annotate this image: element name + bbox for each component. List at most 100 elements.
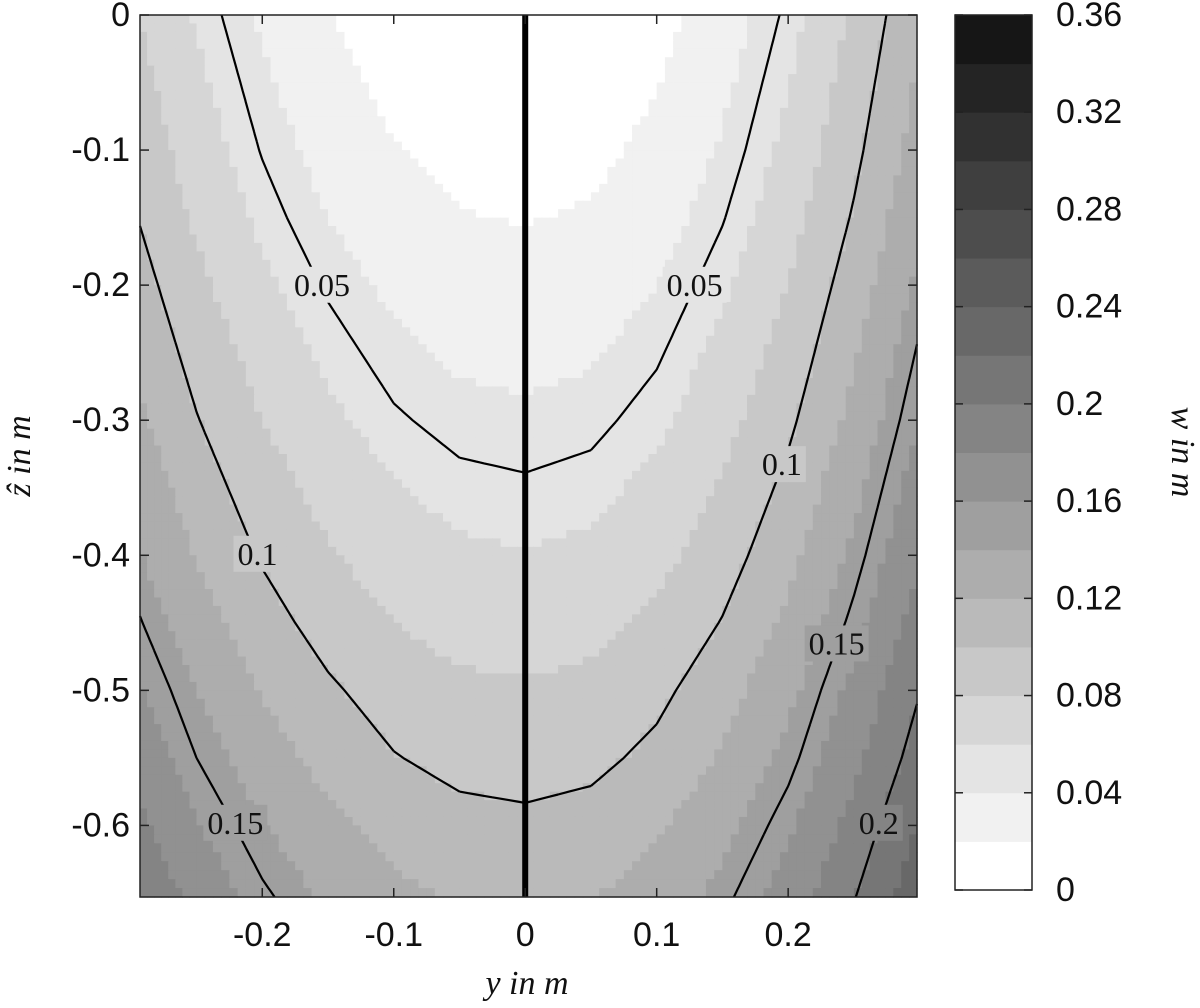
contour-fill: [182, 403, 191, 413]
contour-fill: [475, 369, 485, 379]
contour-fill: [189, 437, 198, 447]
contour-fill: [352, 479, 362, 489]
contour-fill: [418, 453, 428, 464]
contour-fill: [189, 192, 198, 202]
contour-fill: [319, 462, 329, 472]
contour-fill: [845, 124, 855, 134]
contour-fill: [154, 141, 162, 151]
contour-fill: [270, 420, 280, 430]
contour-fill: [640, 23, 650, 33]
contour-fill: [336, 327, 346, 337]
contour-fill: [853, 352, 863, 362]
contour-fill: [303, 192, 313, 202]
contour-fill: [254, 259, 263, 269]
contour-fill: [607, 192, 617, 202]
contour-fill: [245, 344, 255, 354]
contour-fill: [434, 242, 444, 252]
contour-fill: [845, 344, 855, 354]
contour-fill: [393, 310, 403, 320]
contour-fill: [812, 386, 822, 396]
contour-fill: [426, 437, 436, 447]
contour-fill: [140, 150, 148, 160]
contour-fill: [640, 141, 650, 151]
contour-fill: [909, 74, 918, 84]
contour-fill: [599, 141, 608, 151]
contour-fill: [812, 183, 822, 193]
contour-fill: [459, 57, 469, 67]
contour-fill: [204, 31, 214, 41]
contour-fill: [154, 276, 162, 286]
contour-fill: [508, 57, 518, 67]
contour-fill: [714, 90, 724, 101]
contour-fill: [804, 116, 814, 126]
contour-fill: [845, 386, 855, 396]
contour-fill: [401, 141, 411, 151]
contour-fill: [393, 470, 403, 480]
contour-fill: [516, 99, 526, 109]
contour-fill: [369, 285, 378, 295]
contour-fill: [788, 285, 797, 295]
contour-fill: [837, 377, 847, 388]
contour-fill: [697, 107, 707, 117]
contour-fill: [714, 65, 724, 75]
contour-fill: [175, 234, 183, 244]
contour-fill: [607, 310, 617, 320]
contour-fill: [443, 479, 452, 489]
contour-fill: [821, 175, 830, 185]
contour-fill: [590, 175, 600, 185]
contour-fill: [295, 183, 304, 193]
contour-fill: [640, 276, 650, 286]
contour-fill: [869, 15, 879, 25]
contour-fill: [360, 192, 370, 202]
contour-fill: [451, 57, 461, 67]
contour-fill: [369, 470, 378, 480]
contour-fill: [533, 394, 543, 404]
contour-fill: [319, 242, 329, 252]
contour-fill: [673, 57, 682, 67]
contour-fill: [393, 217, 403, 227]
contour-fill: [901, 82, 910, 92]
contour-fill: [245, 302, 255, 312]
contour-fill: [689, 99, 699, 109]
contour-fill: [525, 344, 535, 354]
contour-fill: [270, 217, 280, 227]
contour-fill: [393, 285, 403, 295]
contour-fill: [525, 377, 535, 388]
contour-fill: [845, 99, 855, 109]
contour-fill: [434, 259, 444, 269]
contour-fill: [525, 82, 535, 92]
contour-fill: [410, 318, 419, 328]
contour-fill: [697, 200, 707, 210]
contour-fill: [204, 116, 214, 126]
contour-fill: [168, 158, 176, 168]
contour-fill: [730, 48, 740, 58]
contour-fill: [909, 15, 918, 25]
contour-fill: [705, 361, 715, 371]
contour-fill: [901, 158, 910, 168]
contour-fill: [681, 90, 691, 101]
contour-fill: [336, 310, 346, 320]
contour-fill: [779, 57, 789, 67]
contour-fill: [467, 394, 477, 404]
contour-fill: [311, 90, 321, 101]
contour-fill: [319, 361, 329, 371]
contour-fill: [755, 48, 765, 58]
contour-fill: [467, 133, 477, 143]
contour-fill: [796, 48, 806, 58]
contour-fill: [475, 234, 485, 244]
contour-fill: [418, 23, 428, 33]
contour-fill: [262, 124, 272, 134]
contour-fill: [204, 470, 214, 480]
contour-fill: [189, 158, 198, 168]
contour-fill: [328, 192, 337, 202]
contour-fill: [140, 217, 148, 227]
contour-fill: [212, 344, 222, 354]
contour-fill: [909, 141, 918, 151]
contour-fill: [175, 133, 183, 143]
contour-fill: [286, 420, 296, 430]
contour-fill: [508, 31, 518, 41]
contour-fill: [566, 116, 576, 126]
contour-fill: [303, 23, 313, 33]
contour-fill: [640, 327, 650, 337]
contour-fill: [656, 124, 666, 134]
